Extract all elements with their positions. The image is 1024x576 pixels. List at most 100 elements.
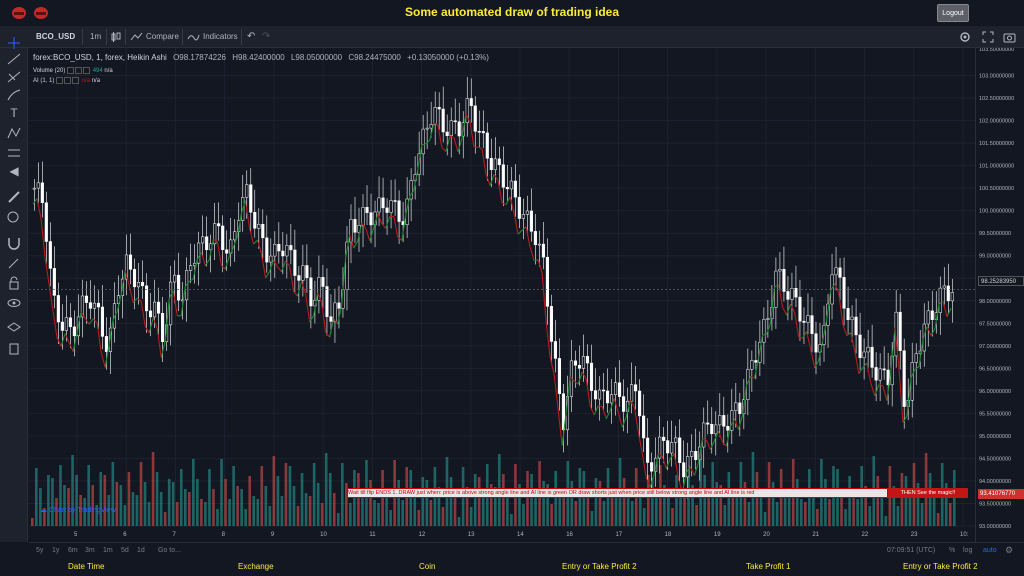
logout-button[interactable]: Logout: [937, 4, 969, 22]
pencil-lock-icon[interactable]: [6, 256, 22, 270]
range-5d-button[interactable]: 5d: [121, 547, 129, 554]
fib-tool-icon[interactable]: [6, 70, 22, 84]
symbol-description[interactable]: forex:BCO_USD, 1, forex, Heikin Ashi: [33, 53, 167, 62]
volume-bar: [928, 473, 932, 526]
interval-button[interactable]: 1m: [90, 32, 102, 41]
volume-bar: [602, 501, 606, 526]
candle-body: [914, 353, 918, 363]
prediction-icon[interactable]: [6, 146, 22, 160]
range-3m-button[interactable]: 3m: [85, 547, 95, 554]
eye-icon[interactable]: [6, 296, 22, 310]
ai-line-segment: [934, 303, 940, 329]
candle-body: [441, 108, 445, 133]
symbol-search-button[interactable]: BCO_USD: [36, 32, 76, 41]
volume-bar: [755, 472, 759, 526]
candle-body: [60, 321, 64, 331]
toolbar-divider: [182, 29, 183, 45]
range-6m-button[interactable]: 6m: [68, 547, 78, 554]
percent-toggle[interactable]: %: [949, 547, 956, 554]
eye-icon[interactable]: [56, 77, 64, 84]
volume-bar: [735, 495, 739, 526]
compare-icon[interactable]: [130, 30, 143, 44]
settings-gear-icon[interactable]: [64, 77, 72, 84]
footer-tp1: Take Profit 1: [746, 562, 791, 571]
camera-icon[interactable]: [1003, 30, 1016, 44]
lock-icon[interactable]: [6, 276, 22, 290]
indicators-button[interactable]: Indicators: [203, 32, 238, 41]
zoom-icon[interactable]: [6, 210, 22, 224]
time-tick-label: 22: [862, 532, 869, 538]
candle-style-icon[interactable]: [111, 30, 121, 44]
ai-line-segment: [132, 297, 138, 303]
price-chart-svg[interactable]: 5 6 7 8 9 10 11 12 13 14 16 17 18 19 20 21 22 23 10:: [29, 48, 975, 542]
close-icon[interactable]: [83, 67, 91, 74]
ai-line-segment: [870, 383, 876, 397]
layers-icon[interactable]: [6, 321, 22, 335]
price-tick-label: 102.00000000: [979, 119, 1014, 125]
ai-line-segment: [601, 406, 607, 419]
candle-body: [926, 310, 930, 325]
price-axis[interactable]: 103.00000000 102.50000000 102.00000000 101.…: [975, 47, 1024, 542]
volume-bar: [59, 465, 62, 526]
time-tick-label: 18: [665, 532, 672, 538]
brush-icon[interactable]: [6, 88, 22, 102]
undo-icon[interactable]: ↶: [247, 31, 256, 42]
ai-line-segment: [208, 239, 214, 260]
ai-label[interactable]: AI (1, 1): [33, 78, 55, 85]
log-toggle[interactable]: log: [963, 547, 973, 554]
settings-gear-icon[interactable]: [959, 30, 971, 44]
fullscreen-icon[interactable]: [982, 30, 994, 44]
range-1d-button[interactable]: 1d: [137, 547, 145, 554]
text-tool-icon[interactable]: T: [10, 106, 18, 120]
price-tick-label: 93.50000000: [979, 501, 1011, 507]
price-tick-label: 99.00000000: [979, 254, 1011, 260]
volume-bar: [111, 462, 115, 526]
trading-idea-annotation[interactable]: Wait till flip ENDS 1. DRAW just when: p…: [347, 488, 888, 498]
crosshair-icon[interactable]: [6, 36, 22, 50]
candle-body: [922, 323, 926, 352]
indicators-icon[interactable]: [187, 30, 200, 44]
ai-line-segment: [577, 371, 583, 385]
magnet-icon[interactable]: [6, 236, 22, 250]
range-1y-button[interactable]: 1y: [52, 547, 60, 554]
pattern-icon[interactable]: [6, 126, 22, 140]
back-arrow-icon[interactable]: ◀: [9, 164, 19, 178]
ai-line-segment: [754, 357, 760, 379]
candle-body: [902, 350, 906, 407]
ai-line-segment: [673, 453, 679, 479]
trash-icon[interactable]: [6, 341, 22, 355]
ai-line-segment: [260, 253, 267, 278]
candle-body: [630, 384, 634, 402]
tradingview-watermark[interactable]: ☁ Chart by TradingView: [40, 506, 116, 514]
volume-bar: [522, 504, 525, 526]
range-1m-button[interactable]: 1m: [103, 547, 113, 554]
candle-body: [549, 306, 553, 342]
redo-icon[interactable]: ↷: [262, 31, 271, 42]
volume-bar: [417, 510, 421, 526]
volume-bar: [763, 512, 767, 526]
settings-gear-icon[interactable]: ⚙: [1005, 545, 1014, 555]
goto-button[interactable]: Go to...: [158, 547, 181, 554]
compare-button[interactable]: Compare: [146, 32, 179, 41]
candle-body: [529, 210, 533, 232]
ai-line-segment: [457, 138, 463, 152]
trend-line-icon[interactable]: [6, 52, 22, 66]
chart-pane[interactable]: 5 6 7 8 9 10 11 12 13 14 16 17 18 19 20 21 22 23 10:: [29, 48, 975, 542]
ai-line-segment: [273, 259, 279, 268]
ai-line-segment: [413, 169, 419, 191]
ai-line-segment: [224, 255, 230, 270]
eye-icon[interactable]: [67, 67, 75, 74]
close-icon[interactable]: [72, 77, 80, 84]
auto-toggle[interactable]: auto: [983, 547, 997, 554]
ruler-icon[interactable]: [6, 190, 22, 204]
settings-gear-icon[interactable]: [75, 67, 83, 74]
volume-bar: [812, 489, 815, 526]
ai-line-segment: [890, 327, 896, 372]
range-5y-button[interactable]: 5y: [36, 547, 44, 554]
candle-body: [161, 313, 165, 342]
magic-annotation[interactable]: THEN See the magic!!: [888, 488, 968, 498]
candle-body: [874, 367, 878, 381]
volume-label[interactable]: Volume (20): [33, 68, 66, 75]
volume-bar: [916, 483, 920, 526]
toolbar-divider: [82, 29, 83, 45]
